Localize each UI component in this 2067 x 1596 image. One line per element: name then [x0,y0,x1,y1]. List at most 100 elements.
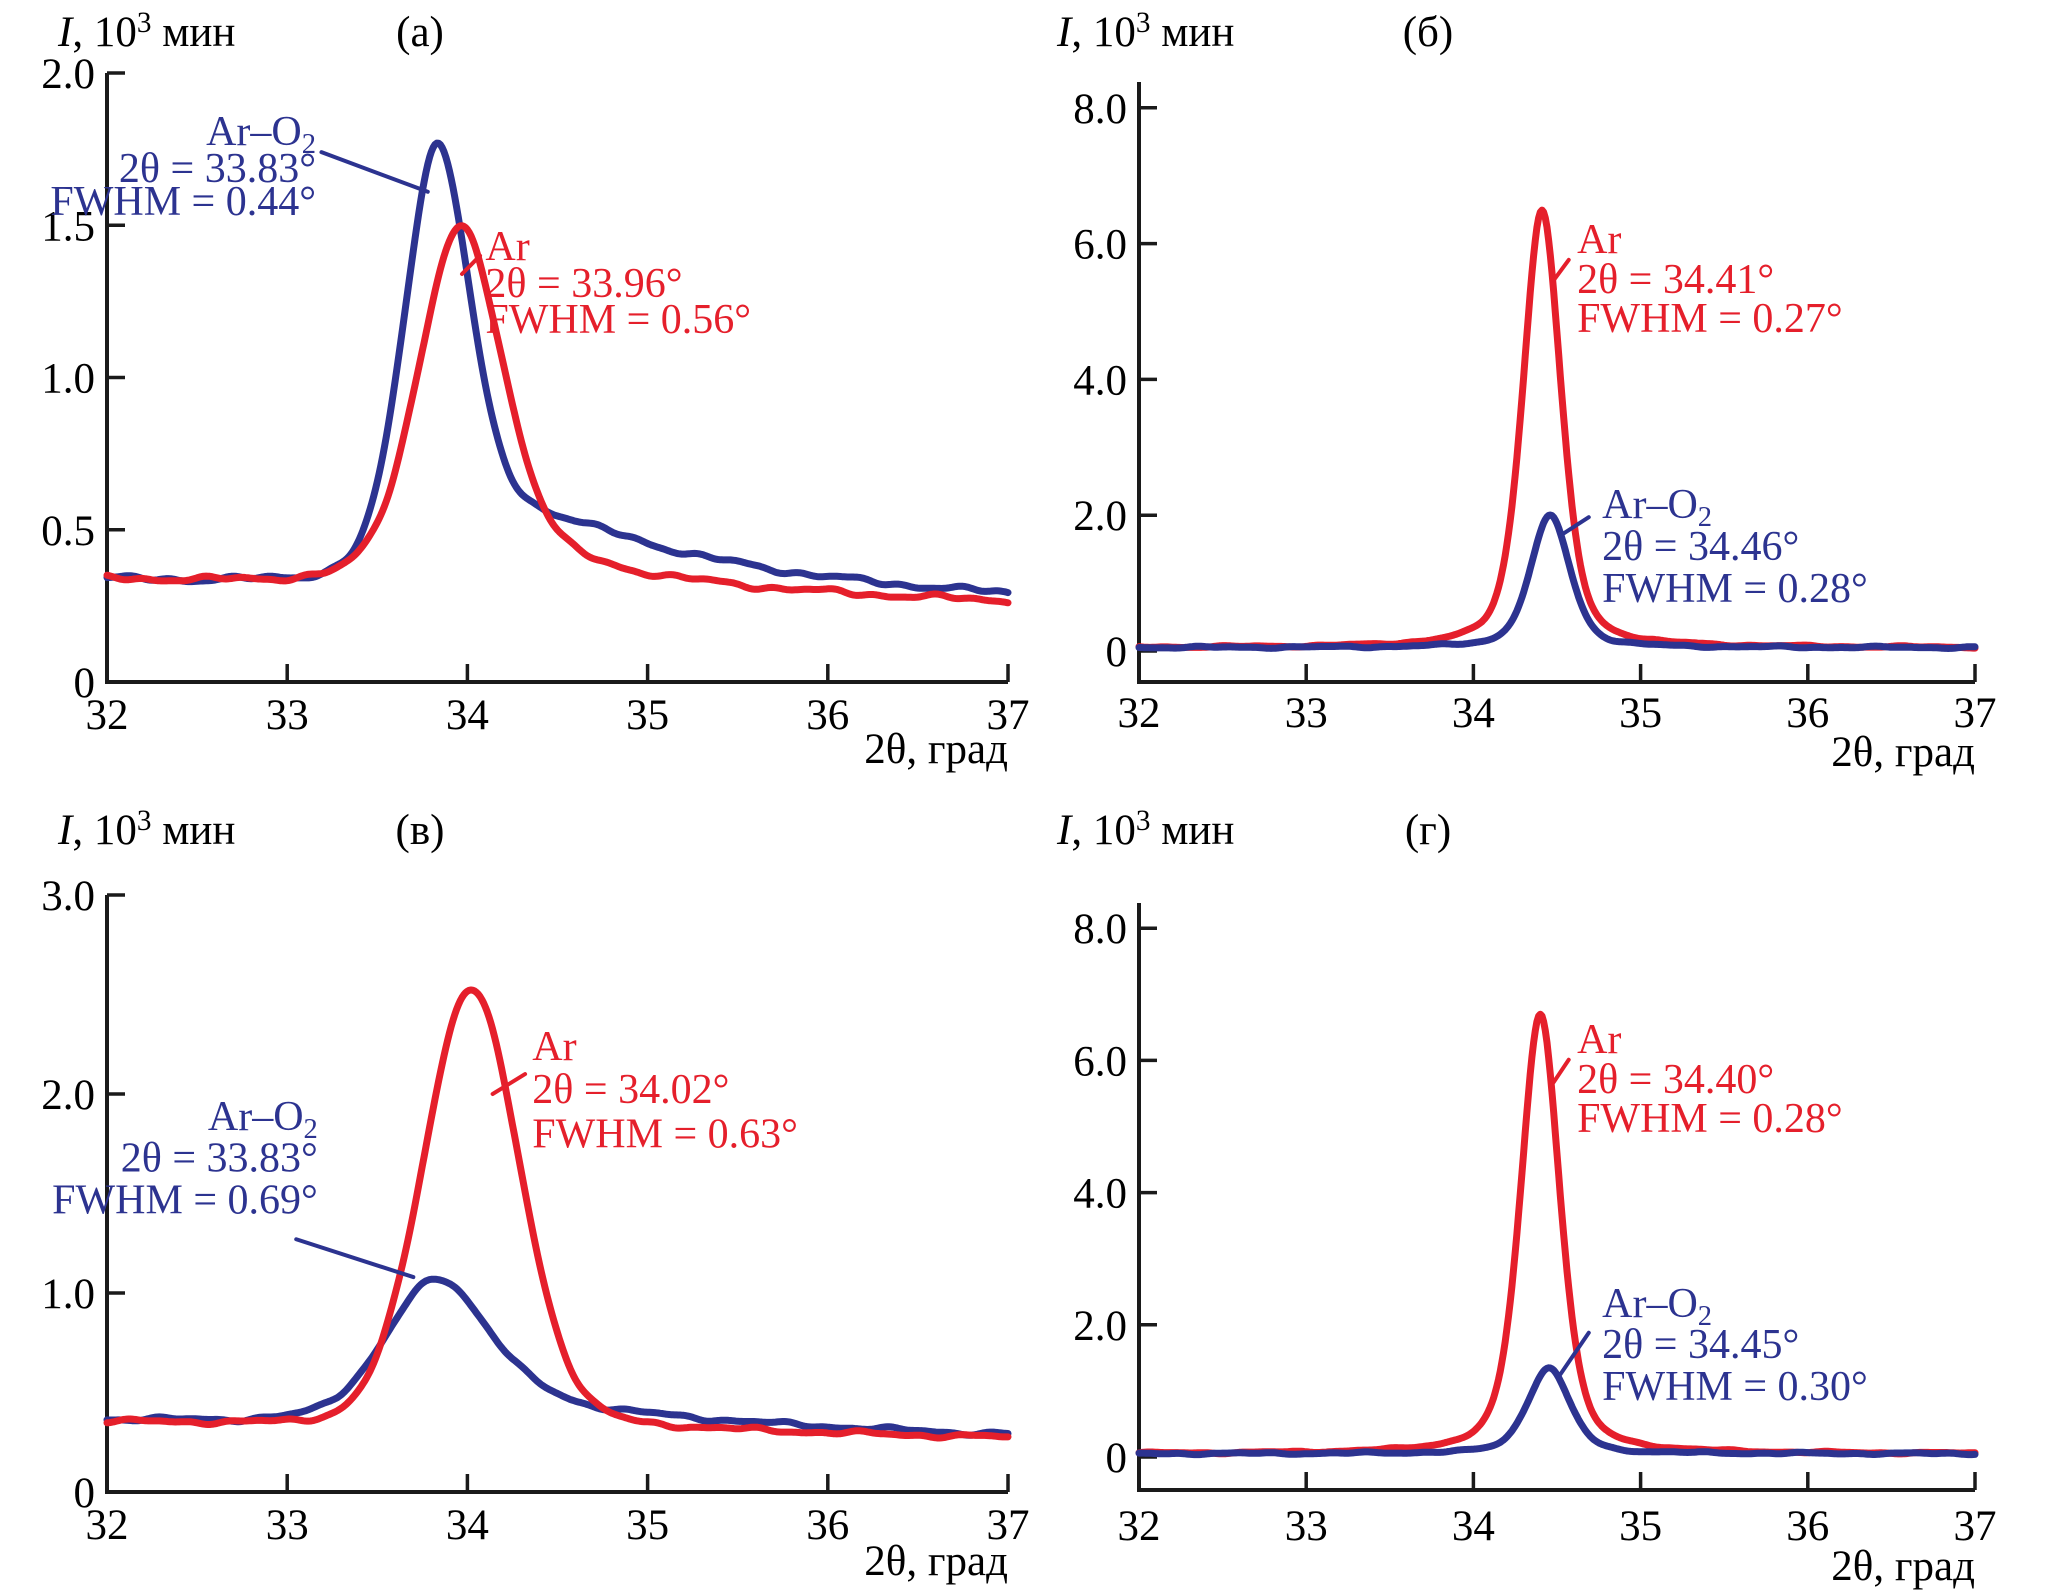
annotation-text-red: 2θ = 34.02° [532,1067,729,1113]
x-tick-label: 34 [446,692,489,739]
y-axis-title: I, 103 мин [57,805,235,854]
annotation-text-red: 2θ = 33.96° [485,261,682,307]
annotation-text-blue: 2θ = 34.45° [1602,1322,1799,1368]
annotation-text-blue: Ar–O2 [206,109,316,160]
annotation-text-blue: Ar–O2 [1602,482,1712,533]
annotation-text-red: Ar [532,1024,576,1070]
annotation-text-red: Ar [1577,1017,1621,1063]
y-tick-label: 4.0 [1073,357,1127,404]
panel-letter: (а) [396,9,444,56]
x-tick-label: 33 [1285,690,1328,737]
panel-letter: (б) [1403,9,1454,56]
annotation-text-blue: FWHM = 0.28° [1602,566,1868,612]
y-axis-title: I, 103 мин [1056,805,1234,854]
annotation-leader-red [490,1072,528,1096]
x-tick-label: 33 [1285,1503,1328,1550]
x-tick-label: 32 [1118,690,1161,737]
annotation-text-blue: FWHM = 0.30° [1602,1364,1868,1410]
annotation-text-red: Ar [485,224,529,270]
x-tick-label: 34 [1452,690,1495,737]
annotation-leader-blue [1558,1330,1591,1377]
axes [105,73,1008,684]
y-tick-label: 1.0 [41,356,95,403]
annotation-leader-red [1551,1057,1571,1085]
panel-letter: (в) [396,807,445,854]
annotation-text-red: 2θ = 34.40° [1577,1057,1774,1103]
x-tick-label: 35 [626,1502,669,1549]
annotation-text-red: FWHM = 0.56° [485,297,751,343]
x-axis-label: 2θ, град [1831,729,1975,776]
annotation-text-red: 2θ = 34.41° [1577,257,1774,303]
x-tick-label: 36 [1786,690,1829,737]
panel-v: I, 103 мин (в) 32 33 34 35 36 37 0 1.0 2.0 3.0 2θ, г… [41,805,1030,1585]
annotation-text-blue: 2θ = 33.83° [121,1136,318,1182]
y-tick-label: 8.0 [1073,86,1127,133]
y-tick-label: 1.0 [41,1271,95,1318]
annotation-text-red: FWHM = 0.28° [1577,1096,1843,1142]
panel-g: I, 103 мин (г) 32 33 34 35 36 37 0 2.0 4.0 6.0 8.0 2θ… [1056,805,1997,1590]
y-tick-label: 2.0 [1073,493,1127,540]
annotation-leader-blue [1558,515,1591,538]
x-tick-label: 36 [1786,1503,1829,1550]
y-tick-label: 8.0 [1073,906,1127,953]
y-tick-label: 2.0 [41,51,95,98]
x-tick-label: 33 [266,1502,309,1549]
x-tick-label: 35 [626,692,669,739]
annotation-text-blue: FWHM = 0.44° [50,179,316,225]
annotation-leader-blue [319,150,430,194]
axes [1137,903,1975,1492]
y-tick-label: 2.0 [1073,1303,1127,1350]
x-tick-label: 36 [806,692,849,739]
annotation-text-red: FWHM = 0.27° [1577,296,1843,342]
x-tick-label: 37 [1954,690,1997,737]
annotation-text-blue: 2θ = 34.46° [1602,524,1799,570]
x-tick-label: 32 [1118,1503,1161,1550]
y-tick-label: 3.0 [41,873,95,920]
y-tick-label: 0 [74,660,96,707]
annotation-leader-red [459,253,483,276]
panel-b: I, 103 мин (б) 32 33 34 35 36 37 0 2.0 4.0 6.0 8.0 2θ… [1056,7,1997,776]
annotation-text-red: Ar [1577,217,1621,263]
x-tick-label: 34 [1452,1503,1495,1550]
y-tick-label: 0 [1106,629,1128,676]
y-tick-label: 4.0 [1073,1171,1127,1218]
panel-a: I, 103 мин (а) 32 33 34 35 36 37 0 0.5 1.0 1.5 2.0 2θ… [41,7,1030,773]
series-curve-blue [1135,511,1979,652]
axes [1137,82,1975,684]
y-tick-label: 0 [1106,1435,1128,1482]
panel-letter: (г) [1405,807,1451,854]
series-curve-red [103,986,1012,1442]
series-curve-blue [1135,1364,1979,1459]
y-tick-label: 1.5 [41,203,95,250]
series-curve-red [103,222,1012,607]
y-tick-label: 2.0 [41,1072,95,1119]
annotation-text-blue: Ar–O2 [1602,1281,1712,1332]
x-tick-label: 37 [1954,1503,1997,1550]
x-tick-label: 37 [987,1502,1030,1549]
x-axis-label: 2θ, град [864,726,1008,773]
y-axis-title: I, 103 мин [57,7,235,56]
y-tick-label: 0 [74,1470,96,1517]
y-tick-label: 6.0 [1073,1038,1127,1085]
x-tick-label: 34 [446,1502,489,1549]
annotation-text-blue: 2θ = 33.83° [119,146,316,192]
annotation-leader-blue [294,1237,416,1280]
y-tick-label: 0.5 [41,508,95,555]
series-curve-blue [103,1275,1012,1439]
annotation-leader-red [1551,257,1571,283]
x-tick-label: 35 [1619,690,1662,737]
x-tick-label: 35 [1619,1503,1662,1550]
x-axis-label: 2θ, град [1831,1543,1975,1590]
x-tick-label: 33 [266,692,309,739]
annotation-text-red: FWHM = 0.63° [532,1112,798,1158]
x-axis-label: 2θ, град [864,1538,1008,1585]
x-tick-label: 32 [86,1502,129,1549]
x-tick-label: 32 [86,692,129,739]
y-axis-title: I, 103 мин [1056,7,1234,56]
x-tick-label: 36 [806,1502,849,1549]
annotation-text-blue: FWHM = 0.69° [52,1177,318,1223]
x-tick-label: 37 [987,692,1030,739]
y-tick-label: 6.0 [1073,222,1127,269]
annotation-text-blue: Ar–O2 [208,1094,318,1145]
